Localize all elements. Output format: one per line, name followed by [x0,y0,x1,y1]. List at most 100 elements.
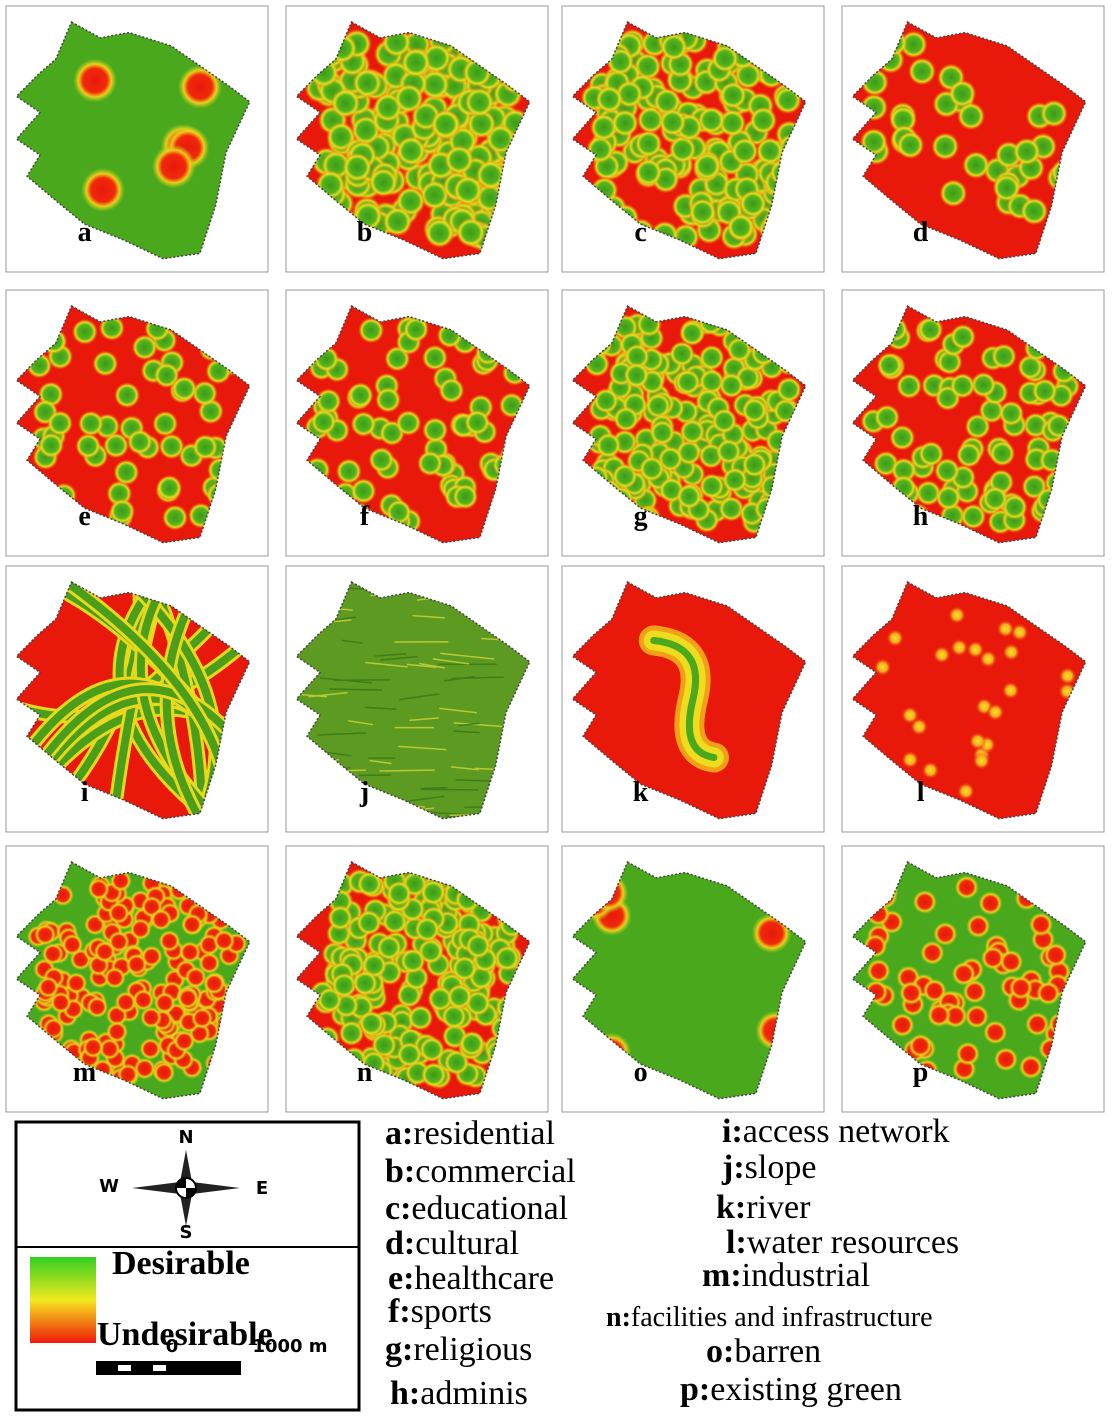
blob [81,168,125,212]
legend-label: residential [413,1115,555,1152]
blob [613,406,639,432]
panel-label: d [913,217,929,248]
legend-key: e: [388,1260,414,1297]
blob [994,1047,1018,1071]
legend-item: e:healthcare [388,1260,554,1297]
blob [464,87,494,117]
legend-key: b: [385,1153,415,1190]
map-panel: e [6,290,268,556]
blob [966,914,990,938]
figure: abcdefghijklmnop N E W S Desirable Undes… [0,0,1113,1414]
legend-item: i:access network [722,1113,950,1150]
blob [699,473,725,499]
blob [158,930,180,952]
blob [983,1020,1007,1044]
blob [991,343,1017,369]
legend-label: barren [734,1333,821,1370]
blob [1029,912,1053,936]
map-panel: l [842,566,1104,832]
blob [719,81,747,109]
legend-label: religious [413,1331,532,1368]
blob [962,151,990,179]
blob [1020,197,1048,225]
blob [1013,138,1041,166]
legend-item: o:barren [706,1333,821,1370]
blob [999,950,1023,974]
blob [679,419,705,445]
map-panel: o [562,846,824,1112]
map-panel: b [286,6,548,272]
legend-key: l: [726,1224,747,1261]
legend-key: m: [702,1257,742,1294]
panel-label: c [634,217,646,248]
blob [950,373,976,399]
blob [1002,681,1020,699]
blob [1036,981,1060,1005]
blob [711,408,737,434]
blob [464,409,490,435]
blob [73,58,117,102]
blob [375,387,401,413]
blob [965,1004,989,1028]
blob [749,106,777,134]
legend-label: healthcare [414,1260,554,1297]
blob [171,376,197,402]
blob [1044,943,1068,967]
legend-key: j: [721,1149,745,1186]
legend-label: existing green [710,1371,902,1408]
blob [719,372,745,398]
blob [910,718,928,736]
legend-key: i: [722,1113,743,1150]
blob [986,703,1004,721]
blob [425,218,455,248]
map-panel: k [562,566,824,832]
blob [104,967,126,989]
blob [693,152,721,180]
legend-key: c: [385,1190,411,1227]
map-panel: d [842,6,1104,272]
blob [108,902,130,924]
blob [456,217,486,247]
blob [430,109,460,139]
blob [383,207,413,237]
blob [1040,100,1068,128]
blob [1009,976,1033,1000]
blob [153,1062,175,1084]
legend: N E W S Desirable Undesirable 0 1000 m [16,1122,359,1410]
blob [311,409,337,435]
legend-item: f:sports [388,1293,492,1330]
blob [139,1038,161,1060]
blob [948,606,966,624]
legend-item: h:adminis [390,1375,528,1412]
blob [716,438,742,464]
blob [422,417,448,443]
slope-streak [421,788,447,789]
legend-label: industrial [742,1257,870,1294]
blob [407,1005,433,1031]
blob [342,152,372,182]
map-panel: m [6,846,268,1112]
legend-item: k:river [716,1189,811,1226]
legend-key: g: [385,1331,413,1368]
blob [94,941,116,963]
blob [452,484,478,510]
legend-label: commercial [415,1153,575,1190]
blob [75,433,101,459]
blob [956,1042,980,1066]
blob [973,752,991,770]
blob [867,959,891,983]
map-panel: h [842,290,1104,556]
blob [191,1007,213,1029]
legend-item: j:slope [721,1149,816,1186]
blob [595,85,623,113]
scale-end: 1000 m [252,1336,327,1357]
legend-item: l:water resources [726,1224,959,1261]
blob [417,450,443,476]
blob [908,57,936,85]
slope-streak [379,770,434,771]
blob [950,638,968,656]
blob [913,890,937,914]
blob [127,429,153,455]
legend-label: sports [411,1293,492,1330]
blob [741,397,767,423]
